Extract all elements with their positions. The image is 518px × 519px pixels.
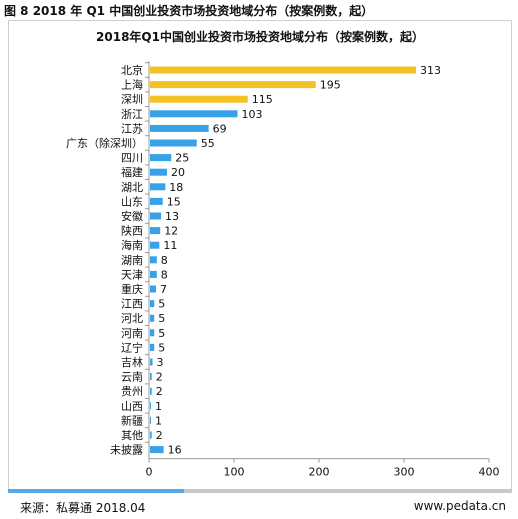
category-label: 江西 [121,298,143,311]
category-label: 山西 [121,400,143,413]
data-label: 313 [420,64,441,77]
category-label: 安徽 [121,209,143,223]
bar [150,139,197,147]
bar-chart: 2018年Q1中国创业投资市场投资地域分布（按案例数，起） 0 100 200 300 4… [66,29,500,479]
data-label: 11 [163,239,177,252]
data-label: 69 [213,122,227,135]
x-tick-label: 300 [394,466,415,479]
x-tick-label: 200 [309,466,330,479]
data-label: 8 [161,268,168,281]
bar [150,197,163,205]
data-label: 1 [155,400,162,413]
bar [150,446,164,454]
data-label: 12 [164,225,178,238]
category-label: 新疆 [121,413,143,427]
data-label: 3 [157,356,164,369]
bar [150,95,248,103]
data-label: 103 [242,108,263,121]
data-label: 55 [201,137,215,150]
figure-caption: 图 8 2018 年 Q1 中国创业投资市场投资地域分布（按案例数，起） [4,4,374,18]
x-tick-label: 100 [224,466,245,479]
category-label: 湖北 [121,181,143,194]
bar [150,300,155,308]
bar [150,212,162,220]
source-note: 来源：私募通 2018.04 [20,501,146,515]
data-label: 15 [167,195,181,208]
category-label: 广东（除深圳） [66,136,143,150]
x-tick-label: 0 [146,466,153,479]
bar [150,110,238,118]
bar [150,227,161,235]
data-label: 2 [156,371,163,384]
category-label: 吉林 [121,355,143,369]
category-label: 深圳 [121,93,143,106]
category-label: 辽宁 [121,340,143,354]
footer-divider [8,489,512,493]
category-label: 未披露 [110,443,143,457]
data-label: 18 [169,181,183,194]
category-label: 北京 [121,63,143,77]
bar [150,154,172,162]
data-label: 5 [158,312,165,325]
data-label: 1 [155,414,162,427]
category-label: 山东 [121,195,143,208]
bar [150,81,316,89]
category-label: 天津 [121,268,143,281]
bar [150,66,417,74]
category-label: 云南 [121,371,143,384]
data-label: 2 [156,429,163,442]
bar [150,329,155,337]
data-label: 25 [175,152,189,165]
bar [150,168,167,176]
category-label: 四川 [121,152,143,165]
bar [150,241,160,249]
data-label: 7 [160,283,167,296]
category-label: 福建 [121,165,143,179]
bar [150,285,156,293]
bar [150,358,153,366]
category-label: 浙江 [121,108,143,121]
data-label: 13 [165,210,179,223]
data-label: 20 [171,166,185,179]
bar [150,416,151,424]
website-link[interactable]: www.pedata.cn [413,499,506,513]
footer-divider-accent [8,489,184,493]
category-label: 河北 [121,312,143,325]
bar [150,183,166,191]
bar [150,270,157,278]
category-label: 其他 [121,429,143,442]
bar [150,124,209,132]
chart-title: 2018年Q1中国创业投资市场投资地域分布（按案例数，起） [96,29,424,44]
category-label: 海南 [121,238,143,252]
bar [150,431,152,439]
x-tick-label: 400 [479,466,500,479]
bar [150,343,155,351]
data-label: 195 [320,79,341,92]
data-label: 8 [161,254,168,267]
data-label: 16 [168,444,182,457]
bar [150,373,152,381]
category-label: 陕西 [121,224,143,238]
data-label: 5 [158,327,165,340]
category-label: 贵州 [121,385,143,398]
bar [150,256,157,264]
category-label: 重庆 [121,282,143,296]
category-label: 湖南 [121,254,143,267]
data-label: 2 [156,385,163,398]
category-label: 江苏 [121,122,143,135]
category-label: 上海 [121,78,143,92]
chart-frame: 2018年Q1中国创业投资市场投资地域分布（按案例数，起） 0 100 200 300 4… [8,20,512,490]
data-label: 5 [158,341,165,354]
bar [150,402,151,410]
category-label: 河南 [121,327,143,340]
data-label: 5 [158,298,165,311]
bar [150,387,152,395]
bar [150,314,155,322]
data-label: 115 [252,93,273,106]
